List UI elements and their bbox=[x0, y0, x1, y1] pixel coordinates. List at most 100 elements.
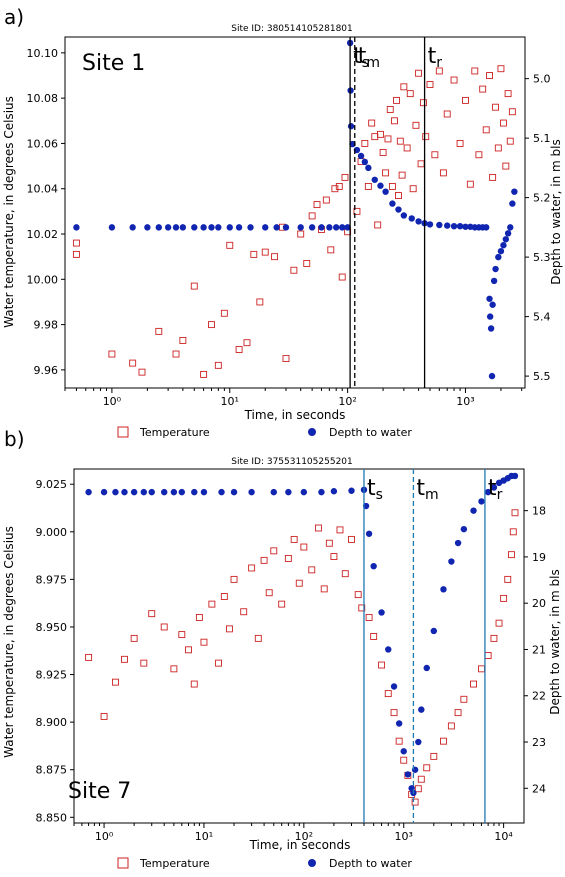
depth-point bbox=[502, 236, 510, 243]
depth-point bbox=[330, 488, 338, 495]
depth-point bbox=[361, 158, 369, 166]
y2-tick-label: 21 bbox=[532, 643, 546, 656]
temperature-point bbox=[121, 655, 128, 663]
panel-b-title: Site ID: 375531105255201 bbox=[231, 457, 353, 467]
temperature-point bbox=[394, 192, 402, 199]
legend-depth-label: Depth to water bbox=[329, 857, 412, 870]
panel-b-chart: b) Site ID: 375531105255201 ts tm tr 10⁰ 10… bbox=[2, 427, 562, 870]
depth-point bbox=[408, 215, 415, 222]
temperature-point bbox=[479, 85, 487, 93]
temperature-point bbox=[341, 173, 349, 181]
depth-point bbox=[478, 498, 485, 505]
depth-point bbox=[226, 224, 233, 231]
depth-point bbox=[444, 222, 451, 229]
depth-point bbox=[389, 200, 396, 207]
depth-point bbox=[371, 176, 378, 183]
depth-point bbox=[230, 488, 238, 496]
panel-a-legend: Temperature Depth to water bbox=[117, 426, 412, 439]
temperature-point bbox=[393, 96, 400, 104]
temperature-point bbox=[313, 201, 321, 209]
temperature-point bbox=[322, 196, 330, 204]
panel-a-xlabel: Time, in seconds bbox=[244, 408, 346, 422]
temperature-point bbox=[160, 623, 168, 631]
temperature-point bbox=[170, 665, 178, 673]
y-tick-label: 8.975 bbox=[36, 573, 68, 586]
depth-point bbox=[497, 247, 505, 255]
temperature-point bbox=[215, 659, 223, 667]
depth-point bbox=[490, 277, 498, 285]
temperature-point bbox=[500, 594, 508, 602]
depth-point bbox=[395, 206, 402, 213]
temperature-point bbox=[361, 139, 369, 147]
depth-point bbox=[490, 484, 498, 491]
y-tick-label: 10.00 bbox=[27, 273, 59, 286]
temperature-point bbox=[508, 551, 515, 559]
depth-point bbox=[270, 488, 277, 496]
panel-b-xlabel: Time, in seconds bbox=[249, 838, 351, 852]
y-tick-label: 8.900 bbox=[36, 716, 68, 729]
depth-point bbox=[456, 222, 464, 230]
depth-point bbox=[326, 224, 333, 231]
depth-point bbox=[454, 539, 462, 547]
depth-point bbox=[486, 295, 493, 302]
temperature-point bbox=[504, 575, 512, 583]
x-tick-label: 10³ bbox=[395, 830, 413, 843]
temperature-point bbox=[200, 370, 208, 378]
y-tick-label: 9.98 bbox=[34, 319, 59, 332]
depth-point bbox=[378, 609, 385, 616]
depth-point bbox=[483, 224, 490, 231]
temperature-point bbox=[466, 180, 474, 188]
temperature-point bbox=[492, 103, 500, 111]
temperature-point bbox=[440, 737, 447, 745]
temperature-point bbox=[335, 183, 343, 190]
depth-point bbox=[347, 123, 355, 130]
y-tick-label: 10.06 bbox=[27, 137, 59, 150]
temperature-point bbox=[400, 83, 408, 91]
temperature-point bbox=[395, 737, 403, 745]
temperature-point bbox=[72, 239, 80, 247]
temperature-point bbox=[426, 81, 434, 89]
temperature-point bbox=[358, 604, 366, 612]
legend-depth-marker bbox=[308, 428, 316, 436]
temperature-point bbox=[419, 99, 427, 107]
panel-a-ylabel: Water temperature, in degrees Celsius bbox=[2, 96, 16, 328]
depth-point bbox=[144, 224, 151, 231]
temperature-point bbox=[412, 121, 420, 129]
y-tick-label: 8.950 bbox=[36, 621, 68, 634]
depth-point bbox=[85, 488, 92, 496]
depth-point bbox=[418, 706, 425, 713]
depth-point bbox=[511, 188, 518, 195]
y-tick-label: 10.02 bbox=[27, 228, 59, 241]
depth-point bbox=[487, 325, 495, 332]
temperature-point bbox=[406, 90, 414, 98]
temperature-point bbox=[220, 309, 228, 317]
temperature-point bbox=[471, 67, 479, 75]
temperature-point bbox=[396, 137, 404, 145]
temperature-point bbox=[220, 593, 228, 600]
depth-point bbox=[404, 771, 412, 778]
temperature-point bbox=[511, 509, 519, 517]
temperature-point bbox=[364, 183, 372, 190]
y-tick-label: 10.08 bbox=[27, 92, 59, 105]
temperature-point bbox=[422, 133, 430, 141]
temperature-point bbox=[308, 566, 316, 574]
series-temperature bbox=[72, 65, 516, 378]
temperature-point bbox=[486, 72, 493, 79]
temperature-point bbox=[435, 67, 443, 75]
panel-a-title: Site ID: 380514105281801 bbox=[231, 24, 353, 34]
temperature-point bbox=[155, 327, 163, 335]
temperature-point bbox=[494, 144, 502, 152]
depth-point bbox=[377, 182, 384, 189]
temperature-point bbox=[497, 65, 505, 73]
temperature-point bbox=[482, 126, 490, 134]
temperature-point bbox=[384, 690, 392, 698]
temperature-point bbox=[338, 273, 346, 281]
temperature-point bbox=[331, 185, 339, 193]
depth-point bbox=[191, 224, 198, 231]
temperature-point bbox=[190, 282, 198, 290]
panel-a-plot-frame bbox=[64, 36, 526, 389]
depth-point bbox=[130, 488, 138, 496]
temperature-point bbox=[400, 756, 408, 764]
temperature-point bbox=[368, 119, 376, 127]
panel-b-plot-frame bbox=[73, 468, 525, 824]
